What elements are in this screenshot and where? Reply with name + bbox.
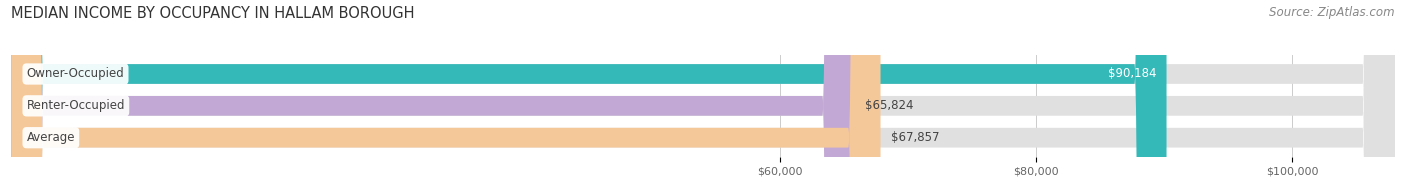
FancyBboxPatch shape [11,0,1167,196]
Text: $65,824: $65,824 [865,99,914,112]
Text: $90,184: $90,184 [1108,67,1156,81]
FancyBboxPatch shape [11,0,880,196]
FancyBboxPatch shape [11,0,1395,196]
FancyBboxPatch shape [11,0,1395,196]
FancyBboxPatch shape [11,0,855,196]
Text: Average: Average [27,131,75,144]
Text: Owner-Occupied: Owner-Occupied [27,67,124,81]
FancyBboxPatch shape [11,0,1395,196]
Text: MEDIAN INCOME BY OCCUPANCY IN HALLAM BOROUGH: MEDIAN INCOME BY OCCUPANCY IN HALLAM BOR… [11,6,415,21]
Text: Source: ZipAtlas.com: Source: ZipAtlas.com [1270,6,1395,19]
Text: $67,857: $67,857 [891,131,939,144]
Text: Renter-Occupied: Renter-Occupied [27,99,125,112]
